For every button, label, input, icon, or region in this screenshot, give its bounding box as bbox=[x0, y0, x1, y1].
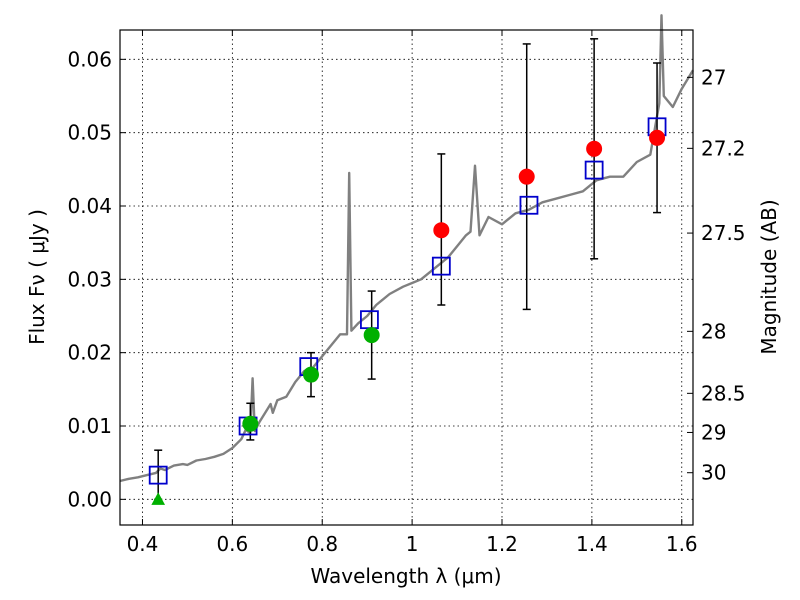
right-tick-label: 28 bbox=[701, 319, 726, 343]
right-tick-label: 27 bbox=[701, 65, 726, 89]
y-tick-label: 0.00 bbox=[67, 487, 112, 511]
model-point bbox=[148, 465, 168, 485]
right-tick-label: 27.2 bbox=[701, 136, 746, 160]
right-tick-label: 27.5 bbox=[701, 221, 746, 245]
right-axis-label: Magnitude (AB) bbox=[757, 199, 781, 354]
detection-point bbox=[242, 415, 259, 432]
y-axis-label: Flux Fν ( μJy ) bbox=[25, 209, 49, 345]
upper-limit-triangle bbox=[151, 492, 166, 505]
x-axis-label: Wavelength λ (μm) bbox=[310, 564, 501, 588]
x-tick-label: 0.4 bbox=[127, 532, 159, 556]
plot-frame bbox=[119, 29, 694, 526]
detection-point bbox=[303, 366, 319, 383]
model-point bbox=[519, 195, 539, 215]
y-tick-label: 0.05 bbox=[67, 121, 112, 145]
y-tick-label: 0.02 bbox=[67, 341, 112, 365]
marker-layer bbox=[148, 117, 667, 505]
right-tick-label: 28.5 bbox=[701, 381, 746, 405]
nir-point bbox=[518, 168, 535, 185]
x-tick-label: 1.6 bbox=[666, 532, 698, 556]
plot-area bbox=[120, 30, 693, 525]
nir-point bbox=[649, 129, 666, 146]
spectrum-line bbox=[119, 14, 695, 483]
x-tick-label: 0.8 bbox=[306, 532, 338, 556]
y-tick-label: 0.01 bbox=[67, 414, 112, 438]
nir-point bbox=[586, 140, 603, 157]
x-tick-label: 1 bbox=[406, 532, 419, 556]
x-tick-label: 1.4 bbox=[576, 532, 608, 556]
right-tick-label: 30 bbox=[701, 461, 726, 485]
tick-layer: 0.4 0.6 0.8 1 1.2 1.4 1.6 0.00 0.01 0.02 0.03 0.04 0… bbox=[67, 30, 746, 556]
spectrum-layer bbox=[119, 14, 695, 483]
grid bbox=[120, 30, 693, 525]
right-tick-label: 29 bbox=[701, 420, 726, 444]
x-tick-label: 0.6 bbox=[216, 532, 248, 556]
y-tick-label: 0.03 bbox=[67, 267, 112, 291]
nir-point bbox=[433, 222, 450, 239]
model-point bbox=[431, 256, 451, 276]
detection-point bbox=[363, 327, 380, 344]
x-tick-label: 1.2 bbox=[486, 532, 518, 556]
model-point bbox=[584, 160, 604, 180]
y-tick-label: 0.06 bbox=[67, 47, 112, 71]
y-tick-label: 0.04 bbox=[67, 194, 112, 218]
